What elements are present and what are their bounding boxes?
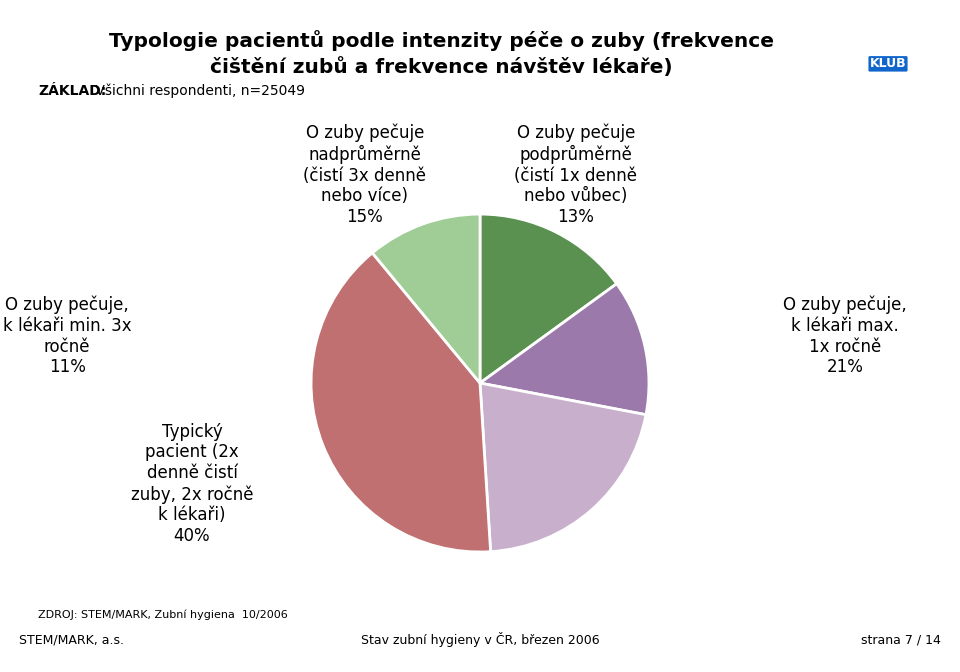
- Text: O zuby pečuje
podprůměrně
(čistí 1x denně
nebo vůbec)
13%: O zuby pečuje podprůměrně (čistí 1x denn…: [515, 123, 637, 226]
- Text: čištění zubů a frekvence návštěv lékaře): čištění zubů a frekvence návštěv lékaře): [210, 57, 673, 77]
- Wedge shape: [480, 214, 616, 383]
- Text: O zuby pečuje,
k lékaři min. 3x
ročně
11%: O zuby pečuje, k lékaři min. 3x ročně 11…: [3, 296, 132, 376]
- Text: Všichni respondenti, n=25049: Všichni respondenti, n=25049: [91, 84, 305, 99]
- Text: O zuby pečuje,
k lékaři max.
1x ročně
21%: O zuby pečuje, k lékaři max. 1x ročně 21…: [783, 296, 906, 376]
- Text: ZÁKLAD:: ZÁKLAD:: [38, 84, 107, 98]
- Text: strana 7 / 14: strana 7 / 14: [861, 633, 941, 646]
- Text: Orbit: Orbit: [870, 30, 906, 44]
- Wedge shape: [372, 214, 480, 383]
- Wedge shape: [480, 383, 646, 552]
- Text: STEM/MARK, a.s.: STEM/MARK, a.s.: [19, 633, 124, 646]
- Text: KLUB: KLUB: [870, 57, 906, 71]
- Text: ZDROJ: STEM/MARK, Zubní hygiena  10/2006: ZDROJ: STEM/MARK, Zubní hygiena 10/2006: [38, 610, 288, 620]
- Text: O zuby pečuje
nadprůměrně
(čistí 3x denně
nebo více)
15%: O zuby pečuje nadprůměrně (čistí 3x denn…: [303, 123, 426, 226]
- Text: Stav zubní hygieny v ČR, březen 2006: Stav zubní hygieny v ČR, březen 2006: [361, 632, 599, 647]
- Wedge shape: [480, 284, 649, 415]
- Text: Typologie pacientů podle intenzity péče o zuby (frekvence: Typologie pacientů podle intenzity péče …: [109, 30, 774, 51]
- Wedge shape: [311, 253, 491, 552]
- Text: Typický
pacient (2x
denně čistí
zuby, 2x ročně
k lékaři)
40%: Typický pacient (2x denně čistí zuby, 2x…: [131, 423, 253, 545]
